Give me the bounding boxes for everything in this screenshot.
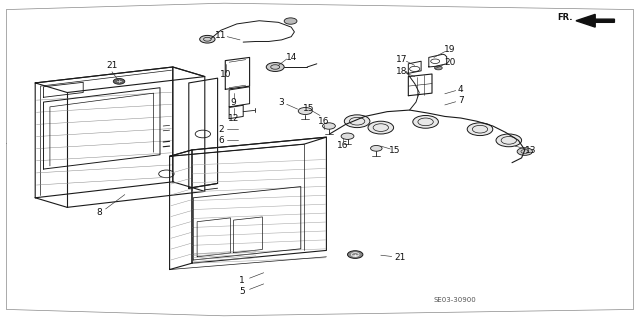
Circle shape bbox=[371, 145, 382, 151]
Circle shape bbox=[517, 148, 532, 155]
Circle shape bbox=[348, 251, 363, 258]
Text: FR.: FR. bbox=[557, 13, 573, 22]
Circle shape bbox=[413, 115, 438, 128]
Text: SE03-30900: SE03-30900 bbox=[433, 297, 476, 303]
Circle shape bbox=[323, 123, 335, 129]
Text: 1: 1 bbox=[239, 276, 244, 285]
Circle shape bbox=[200, 35, 215, 43]
Text: 3: 3 bbox=[279, 98, 284, 107]
Circle shape bbox=[344, 115, 370, 128]
Circle shape bbox=[298, 108, 312, 115]
Text: 13: 13 bbox=[525, 146, 537, 155]
Circle shape bbox=[341, 133, 354, 139]
Polygon shape bbox=[576, 14, 614, 27]
Circle shape bbox=[496, 134, 522, 147]
Text: 16: 16 bbox=[318, 117, 330, 126]
Text: 8: 8 bbox=[97, 208, 102, 217]
Circle shape bbox=[266, 63, 284, 71]
Text: 18: 18 bbox=[396, 67, 408, 76]
Circle shape bbox=[113, 78, 125, 84]
Circle shape bbox=[435, 66, 442, 70]
Text: 17: 17 bbox=[396, 55, 408, 63]
Text: 15: 15 bbox=[303, 104, 314, 113]
Text: 4: 4 bbox=[458, 85, 463, 94]
Text: 21: 21 bbox=[394, 253, 406, 262]
Circle shape bbox=[368, 121, 394, 134]
Text: 20: 20 bbox=[444, 58, 456, 67]
Text: 5: 5 bbox=[239, 287, 244, 296]
Text: 9: 9 bbox=[231, 98, 236, 107]
Text: 14: 14 bbox=[285, 53, 297, 62]
Text: 21: 21 bbox=[106, 61, 118, 70]
Circle shape bbox=[467, 123, 493, 136]
Text: 15: 15 bbox=[389, 146, 401, 155]
Text: 16: 16 bbox=[337, 141, 349, 150]
Circle shape bbox=[284, 18, 297, 24]
Text: 19: 19 bbox=[444, 45, 456, 54]
Text: 6: 6 bbox=[218, 136, 223, 145]
Text: 12: 12 bbox=[228, 114, 239, 122]
Text: 2: 2 bbox=[218, 125, 223, 134]
Text: 7: 7 bbox=[458, 96, 463, 105]
Text: 10: 10 bbox=[220, 70, 232, 79]
Text: 11: 11 bbox=[215, 31, 227, 40]
